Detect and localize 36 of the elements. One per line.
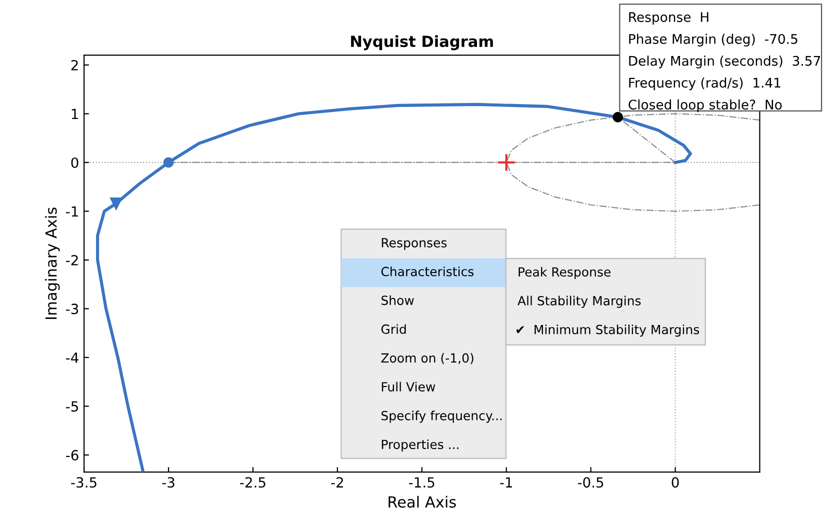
y-tick-label: -5 (66, 401, 78, 412)
x-tick-label: -3.5 (71, 477, 96, 488)
y-tick-label: 2 (71, 60, 78, 70)
annotation: Frequency (rad/s) 1.41 (629, 77, 780, 90)
y-axis-title: Imaginary Axis (45, 208, 60, 319)
annotation: Zoom on (-1,0) (381, 353, 474, 364)
annotation: Characteristics (381, 266, 474, 276)
y-tick-label: -6 (66, 450, 78, 460)
annotation: Peak Response (518, 266, 610, 280)
annotation: Closed loop stable? No (628, 99, 782, 112)
annotation: All Stability Margins (518, 296, 641, 308)
chart-title: Nyquist Diagram (351, 35, 493, 50)
x-tick-label: -0.5 (578, 477, 604, 488)
annotation: Delay Margin (seconds) 3.57 (629, 56, 820, 68)
annotation: ✔ Minimum Stability Margins (516, 324, 700, 337)
x-tick-label: -2.5 (240, 477, 266, 488)
x-tick-label: -2 (331, 477, 343, 488)
x-tick-label: 0 (672, 477, 679, 488)
text: Phase Margin (deg) -70.5 (629, 34, 798, 46)
x-tick-label: -1.5 (409, 477, 434, 488)
annotation: Full View (382, 382, 436, 392)
y-tick-label: 1 (72, 108, 78, 119)
annotation: Specify frequency... (382, 410, 502, 423)
y-tick-label: -2 (66, 254, 78, 266)
x-tick-label: -3 (162, 477, 174, 488)
annotation: Properties ... (382, 439, 458, 452)
annotation: Responses (382, 238, 447, 250)
text: Response H (629, 12, 708, 25)
y-tick-label: -1 (66, 206, 78, 216)
x-tick-label: -1 (500, 477, 512, 488)
annotation: Show (382, 295, 414, 306)
y-tick-label: -3 (66, 304, 78, 314)
x-axis-title: Real Axis (388, 496, 456, 508)
y-tick-label: 0 (71, 157, 78, 168)
y-tick-label: -4 (66, 352, 78, 363)
annotation: Grid (381, 324, 406, 334)
